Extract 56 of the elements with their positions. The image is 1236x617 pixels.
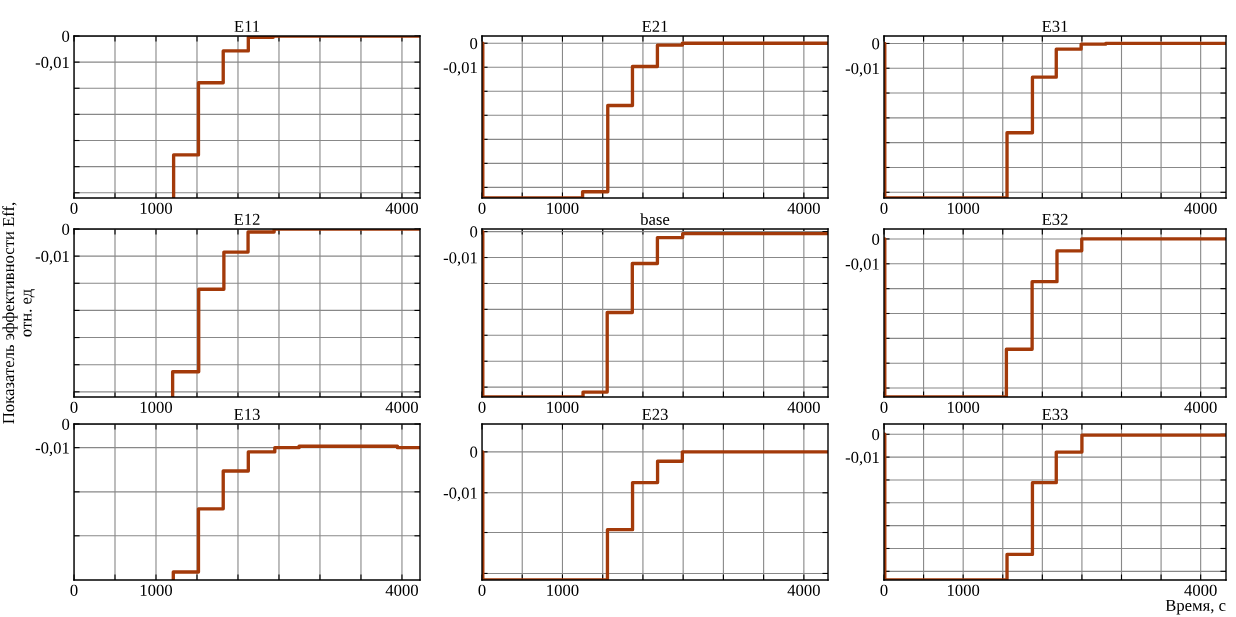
- y-tick-label: 0: [62, 223, 70, 235]
- x-tick-label: 0: [880, 401, 888, 413]
- x-tick-label: 1000: [140, 584, 173, 596]
- x-tick-label: 4000: [787, 584, 820, 596]
- y-tick-label: 0: [470, 446, 478, 458]
- y-tick-label: 0: [62, 30, 70, 42]
- x-tick-label: 1000: [140, 401, 173, 413]
- x-tick-label: 0: [478, 584, 486, 596]
- chart-title: E31: [1042, 20, 1068, 32]
- x-tick-label: 4000: [1184, 202, 1217, 214]
- y-tick-label: -0,01: [845, 258, 879, 273]
- x-tick-label: 0: [880, 584, 888, 596]
- y-tick-label: 0: [872, 428, 880, 441]
- chart-title: base: [640, 213, 670, 225]
- chart-title: E11: [234, 20, 260, 32]
- x-tick-label: 0: [880, 202, 888, 214]
- y-tick-label: -0,01: [443, 487, 477, 502]
- x-tick-label: 1000: [947, 401, 980, 413]
- y-tick-label: 0: [872, 38, 880, 50]
- y-axis-title: Показатель эффективности Eff, отн. ед: [2, 202, 35, 424]
- x-tick-label: 1000: [547, 202, 579, 214]
- x-tick-label: 4000: [385, 584, 418, 596]
- chart-title: E12: [234, 213, 260, 225]
- x-tick-label: 1000: [947, 584, 980, 596]
- x-tick-label: 1000: [947, 202, 980, 214]
- y-tick-label: -0,01: [443, 61, 477, 76]
- y-tick-label: -0,01: [845, 62, 879, 77]
- chart-title: E21: [642, 20, 668, 32]
- chart-title: E13: [234, 408, 260, 420]
- y-tick-label: 0: [470, 37, 478, 50]
- y-tick-label: -0,01: [35, 442, 69, 456]
- y-tick-label: 0: [872, 233, 880, 245]
- x-tick-label: 1000: [547, 401, 579, 413]
- y-tick-label: 0: [470, 226, 478, 238]
- y-tick-label: -0,01: [35, 250, 69, 265]
- x-tick-label: 0: [478, 401, 486, 413]
- chart-title: E32: [1042, 213, 1068, 225]
- x-tick-label: 0: [478, 202, 486, 214]
- x-axis-title: Время, с: [1165, 599, 1226, 615]
- y-tick-label: 0: [62, 418, 70, 430]
- x-tick-label: 0: [70, 401, 78, 413]
- chart-title: E23: [642, 408, 668, 420]
- x-tick-label: 4000: [1184, 584, 1217, 596]
- x-tick-label: 1000: [140, 202, 173, 214]
- y-tick-label: -0,01: [35, 56, 69, 71]
- x-tick-label: 4000: [787, 202, 820, 214]
- x-tick-label: 4000: [385, 401, 418, 413]
- y-tick-label: -0,01: [845, 451, 879, 466]
- x-tick-label: 4000: [787, 401, 820, 413]
- x-tick-label: 1000: [547, 584, 579, 596]
- x-tick-label: 4000: [385, 202, 418, 214]
- x-tick-label: 4000: [1184, 401, 1217, 413]
- x-tick-label: 0: [70, 584, 78, 596]
- chart-title: E33: [1042, 408, 1068, 420]
- y-tick-label: -0,01: [443, 252, 477, 266]
- x-tick-label: 0: [70, 202, 78, 214]
